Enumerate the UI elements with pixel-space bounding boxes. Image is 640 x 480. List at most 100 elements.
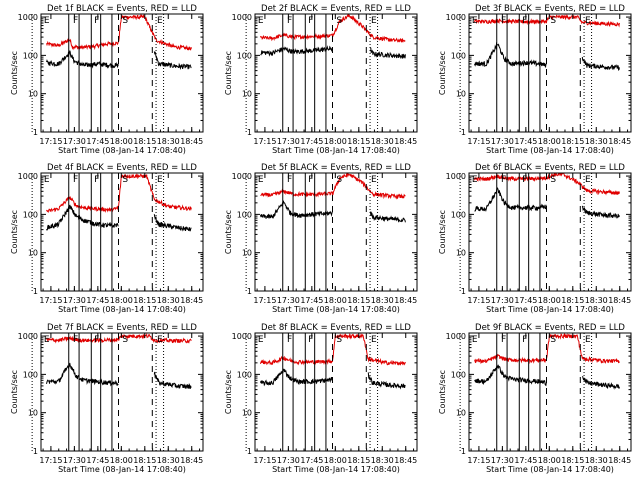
- x-tick-label: 17:45: [514, 456, 537, 465]
- x-tick-label: 18:15: [347, 296, 370, 305]
- chart-panel-7: Det 7f BLACK = Events, RED = LLD E F F S E 1 10…: [10, 323, 204, 474]
- segment-label: S: [550, 335, 556, 345]
- x-tick-label: 18:45: [180, 137, 203, 146]
- series-events-line: [260, 200, 406, 223]
- y-axis-label: Counts/sec: [224, 51, 233, 95]
- x-axis-label: Start Time (08-Jan-14 17:08:40): [272, 146, 400, 155]
- segment-label: F: [287, 175, 292, 185]
- y-tick-label: 10: [28, 90, 38, 99]
- x-tick-label: 18:30: [585, 137, 608, 146]
- segment-label: E: [157, 16, 163, 26]
- segment-label: E: [44, 175, 50, 185]
- x-tick-label: 17:30: [491, 137, 514, 146]
- y-tick-label: 1: [33, 447, 38, 456]
- y-tick-label: 10: [456, 409, 466, 418]
- x-tick-label: 17:45: [514, 296, 537, 305]
- x-axis-label: Start Time (08-Jan-14 17:08:40): [272, 305, 400, 314]
- x-tick-label: 18:30: [585, 296, 608, 305]
- chart-title: Det 6f BLACK = Events, RED = LLD: [475, 163, 625, 173]
- chart-title: Det 8f BLACK = Events, RED = LLD: [261, 323, 411, 333]
- chart-title: Det 5f BLACK = Events, RED = LLD: [261, 163, 411, 173]
- series-events-line: [46, 50, 192, 71]
- y-tick-label: 100: [23, 210, 38, 219]
- x-tick-label: 18:45: [394, 296, 417, 305]
- segment-label: S: [122, 16, 128, 26]
- plot-frame: [468, 332, 632, 452]
- x-tick-label: 18:00: [110, 456, 133, 465]
- series-events-line: [260, 45, 406, 59]
- y-tick-label: 100: [237, 370, 252, 379]
- y-axis-label: Counts/sec: [224, 210, 233, 254]
- segment-label: F: [73, 175, 78, 185]
- series-lld-line: [260, 173, 406, 200]
- series-events-line: [474, 187, 620, 219]
- x-tick-label: 18:15: [561, 137, 584, 146]
- x-tick-label: 17:45: [300, 296, 323, 305]
- chart-title: Det 2f BLACK = Events, RED = LLD: [261, 4, 411, 14]
- x-tick-label: 18:45: [394, 137, 417, 146]
- x-tick-label: 17:15: [253, 296, 276, 305]
- x-tick-label: 18:00: [110, 296, 133, 305]
- segment-label: F: [501, 175, 506, 185]
- series-events-line: [260, 368, 406, 390]
- segment-label: F: [522, 335, 527, 345]
- x-axis-label: Start Time (08-Jan-14 17:08:40): [272, 465, 400, 474]
- plot-frame: [468, 13, 632, 133]
- y-axis-label: Counts/sec: [10, 370, 19, 414]
- x-tick-label: 17:15: [467, 137, 490, 146]
- x-tick-label: 18:00: [538, 296, 561, 305]
- segment-label: S: [550, 175, 556, 185]
- segment-label: E: [157, 175, 163, 185]
- y-tick-label: 1: [247, 447, 252, 456]
- x-tick-label: 17:15: [39, 296, 62, 305]
- x-tick-label: 17:15: [253, 137, 276, 146]
- segment-label: F: [308, 335, 313, 345]
- segment-label: E: [472, 175, 478, 185]
- chart-title: Det 1f BLACK = Events, RED = LLD: [47, 4, 197, 14]
- series-lld-line: [260, 14, 406, 43]
- segment-label: E: [371, 16, 377, 26]
- chart-panel-6: Det 6f BLACK = Events, RED = LLD E F F S E 1 10…: [438, 163, 632, 314]
- y-tick-label: 10: [28, 249, 38, 258]
- series-events-line: [474, 41, 620, 71]
- segment-label: S: [336, 175, 342, 185]
- segment-label: E: [472, 16, 478, 26]
- plot-frame: [254, 332, 418, 452]
- x-tick-label: 17:45: [86, 456, 109, 465]
- y-tick-label: 10: [456, 249, 466, 258]
- y-tick-label: 1000: [446, 172, 466, 181]
- x-tick-label: 17:45: [86, 296, 109, 305]
- chart-panel-9: Det 9f BLACK = Events, RED = LLD E F F S E 1 10…: [438, 323, 632, 474]
- segment-label: E: [258, 335, 264, 345]
- y-tick-label: 1000: [446, 332, 466, 341]
- y-tick-label: 1000: [232, 172, 252, 181]
- x-tick-label: 17:15: [467, 296, 490, 305]
- y-axis-label: Counts/sec: [438, 370, 447, 414]
- y-tick-label: 10: [456, 90, 466, 99]
- chart-title: Det 3f BLACK = Events, RED = LLD: [475, 4, 625, 14]
- segment-label: E: [157, 335, 163, 345]
- x-tick-label: 18:30: [371, 137, 394, 146]
- segment-label: E: [258, 16, 264, 26]
- y-axis-label: Counts/sec: [438, 51, 447, 95]
- x-tick-label: 17:30: [277, 137, 300, 146]
- y-tick-label: 1000: [232, 332, 252, 341]
- segment-label: E: [472, 335, 478, 345]
- segment-label: F: [308, 175, 313, 185]
- x-tick-label: 17:30: [63, 296, 86, 305]
- x-tick-label: 18:30: [371, 456, 394, 465]
- x-axis-label: Start Time (08-Jan-14 17:08:40): [58, 146, 186, 155]
- segment-label: F: [522, 175, 527, 185]
- segment-label: F: [308, 16, 313, 26]
- x-axis-label: Start Time (08-Jan-14 17:08:40): [58, 465, 186, 474]
- chart-title: Det 4f BLACK = Events, RED = LLD: [47, 163, 197, 173]
- series-lld-line: [46, 333, 192, 344]
- x-tick-label: 18:45: [608, 456, 631, 465]
- segment-label: F: [501, 335, 506, 345]
- y-tick-label: 10: [28, 409, 38, 418]
- chart-title: Det 9f BLACK = Events, RED = LLD: [475, 323, 625, 333]
- x-tick-label: 17:45: [86, 137, 109, 146]
- y-tick-label: 1: [247, 128, 252, 137]
- x-tick-label: 18:00: [538, 137, 561, 146]
- y-tick-label: 100: [237, 210, 252, 219]
